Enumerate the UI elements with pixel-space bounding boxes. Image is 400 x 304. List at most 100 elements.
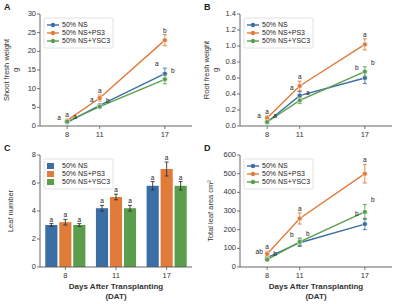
y-axis-line	[240, 155, 241, 267]
legend-item: 50% NS+PS3	[47, 29, 105, 36]
annotation: a	[151, 174, 155, 181]
legend-label: 50% NS	[62, 21, 88, 28]
legend-swatch	[251, 23, 255, 27]
legend-swatch	[47, 171, 54, 177]
x-axis-line	[240, 126, 392, 127]
error-bar	[98, 105, 102, 109]
annotation: a	[363, 31, 367, 38]
annotation: b	[171, 67, 175, 74]
y-axis-line	[40, 14, 41, 126]
error-bar	[363, 164, 367, 183]
error-bar	[49, 224, 53, 227]
annotation: a	[100, 197, 104, 204]
error-bar	[77, 224, 81, 227]
legend-label: 50% NS+YSC3	[262, 37, 310, 44]
legend-swatch	[51, 31, 55, 35]
bar	[59, 222, 71, 267]
annotation: a	[165, 154, 169, 161]
annotations: abbbaaabbb	[256, 156, 376, 257]
error-bar	[100, 205, 104, 211]
y-tick-label: 0.8	[226, 57, 236, 66]
legend-item: 50% NS	[247, 162, 288, 169]
annotation: b	[106, 97, 110, 104]
legend-label: 50% NS+PS3	[62, 29, 105, 36]
annotation: a	[273, 112, 277, 119]
panel-title: D	[204, 143, 211, 153]
y-axis-line	[240, 14, 241, 126]
legend: 50% NS50% NS+PS350% NS+YSC3	[44, 159, 113, 189]
series-line	[267, 212, 365, 260]
error-bar	[98, 95, 102, 101]
error-bar	[298, 97, 302, 103]
y-tick-label: 8	[32, 150, 36, 159]
series-line	[67, 74, 165, 123]
y-tick-label: 1.4	[226, 9, 236, 18]
annotation: a	[65, 111, 69, 118]
point	[162, 77, 167, 82]
x-tick	[299, 267, 300, 270]
panel: B0.00.20.40.60.81.01.21.4Root fresh weig…	[201, 2, 392, 139]
series-line	[267, 72, 365, 122]
error-bar	[363, 204, 367, 219]
panel: A051015202530Shoot fresh weightgaaaaabab…	[1, 2, 192, 139]
error-bar	[265, 120, 269, 123]
annotation: a	[257, 112, 261, 119]
annotation: a	[306, 89, 310, 96]
annotation: a	[298, 73, 302, 80]
bar	[147, 186, 159, 267]
legend-swatch	[47, 179, 54, 185]
text-line: (DAT)	[105, 292, 127, 301]
error-bar	[165, 162, 169, 176]
bar	[124, 208, 136, 267]
series-line	[267, 78, 365, 122]
y-tick-label: 1.0	[226, 41, 236, 50]
text-line: Total leaf area cm²	[206, 180, 215, 242]
legend-item: 50% NS+YSC3	[47, 37, 110, 44]
legend-swatch	[251, 31, 255, 35]
annotation: a	[290, 84, 294, 91]
error-bar	[114, 194, 118, 200]
y-tick-label: 0	[32, 262, 36, 271]
annotation: b	[290, 231, 294, 238]
error-bar	[63, 219, 67, 225]
text-line: g	[10, 68, 19, 72]
y-tick-label: 500	[223, 169, 236, 178]
annotation: a	[78, 216, 82, 223]
text-line: g	[210, 68, 219, 72]
x-tick-label: 17	[162, 271, 170, 280]
error-bar	[179, 182, 183, 190]
y-tick-label: 200	[223, 225, 236, 234]
series-line	[67, 79, 165, 121]
point	[265, 257, 270, 262]
y-tick-label: 5	[32, 102, 36, 111]
legend: 50% NS50% NS+PS350% NS+YSC3	[44, 18, 113, 48]
y-tick-label: 15	[28, 65, 36, 74]
legend-item: 50% NS+YSC3	[47, 178, 110, 185]
annotation: b	[355, 64, 359, 71]
legend-label: 50% NS+PS3	[262, 29, 305, 36]
text-line: Root fresh weight	[201, 40, 210, 99]
y-tick-label: 10	[28, 84, 36, 93]
point	[97, 96, 102, 101]
text-line: Leaf number	[6, 189, 15, 232]
legend-swatch	[251, 164, 255, 168]
legend-label: 50% NS+PS3	[62, 170, 105, 177]
legend-item: 50% NS+PS3	[47, 170, 105, 177]
y-tick-label: 0.6	[226, 73, 236, 82]
x-tick-label: 8	[265, 130, 269, 139]
text-line: Shoot fresh weight	[1, 38, 10, 101]
error-bar	[363, 218, 367, 229]
x-tick	[166, 267, 167, 270]
annotation: b	[355, 210, 359, 217]
legend-label: 50% NS	[62, 162, 88, 169]
panel-title: C	[4, 143, 11, 153]
text-line: (DAT)	[305, 292, 327, 301]
annotation: a	[73, 113, 77, 120]
annotation: a	[98, 87, 102, 94]
legend-label: 50% NS	[262, 162, 288, 169]
legend: 50% NS50% NS+PS350% NS+YSC3	[244, 159, 313, 189]
panel: C02468Leaf numberDays After Transplantin…	[4, 143, 192, 301]
x-tick-label: 17	[161, 130, 169, 139]
annotation: a	[298, 205, 302, 212]
annotations: aaaaababb	[57, 27, 175, 121]
